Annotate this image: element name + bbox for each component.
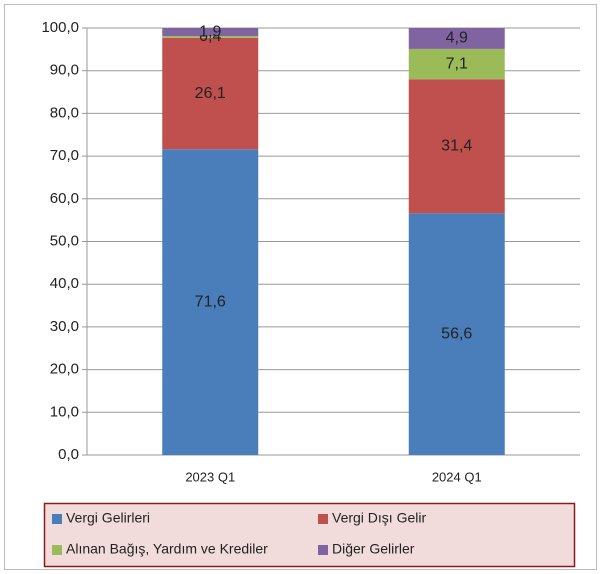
legend-label: Vergi Dışı Gelir [332,510,426,526]
bar-segment [408,213,505,455]
legend-swatch [318,514,328,524]
y-tick-label: 100,0 [41,19,79,36]
data-label: 1,9 [199,23,221,40]
data-label: 31,4 [441,137,472,154]
bar-segment [162,37,259,150]
bar-segment [162,36,259,38]
data-label: 71,6 [195,293,226,310]
legend-swatch [52,514,62,524]
bar-segment [408,28,505,49]
legend-label: Vergi Gelirleri [66,510,150,526]
y-tick-label: 80,0 [50,104,79,121]
y-tick-label: 30,0 [50,318,79,335]
y-tick-label: 50,0 [50,232,79,249]
y-tick-label: 20,0 [50,361,79,378]
y-tick-label: 0,0 [58,446,79,463]
y-tick-label: 60,0 [50,190,79,207]
bar-segment [162,149,259,455]
data-label: 26,1 [195,85,226,102]
legend-swatch [318,545,328,555]
bar-segment [408,79,505,214]
y-tick-label: 70,0 [50,147,79,164]
bar-segment [408,48,505,80]
y-tick-label: 40,0 [50,275,79,292]
x-tick-label: 2024 Q1 [432,469,482,484]
y-tick-label: 10,0 [50,403,79,420]
data-label: 4,9 [446,30,468,47]
y-tick-label: 90,0 [50,62,79,79]
legend-label: Diğer Gelirler [332,541,415,557]
data-label: 56,6 [441,325,472,342]
chart-frame [4,4,597,570]
legend-box [43,502,576,568]
legend-swatch [52,545,62,555]
bar-segment [162,28,259,37]
data-label: 7,1 [446,55,468,72]
legend-label: Alınan Bağış, Yardım ve Krediler [66,541,268,557]
x-tick-label: 2023 Q1 [185,469,235,484]
